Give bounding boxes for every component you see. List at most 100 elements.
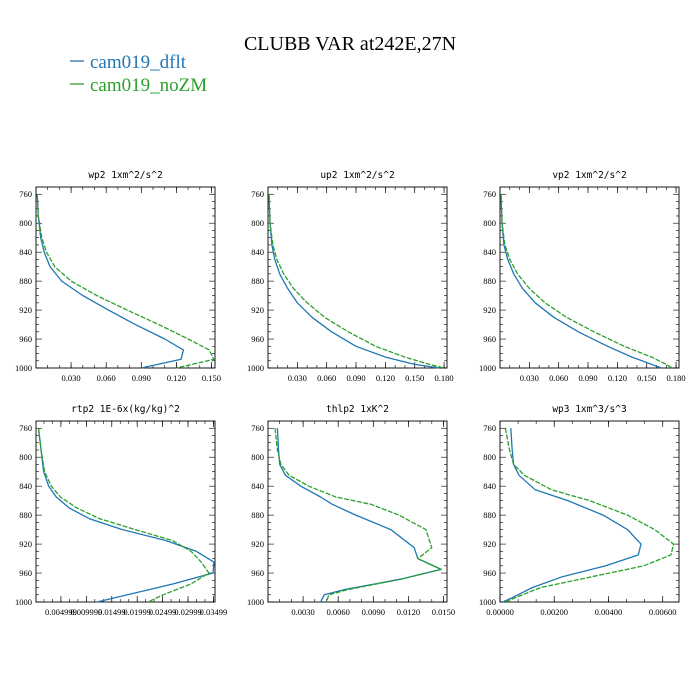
panel-2: up2 1xm^2/s^2 760 800 840 880 920 960 1000 0.030…: [247, 170, 454, 383]
x-tick-label: 0.180: [667, 373, 686, 383]
y-tick-label: 760: [483, 189, 496, 199]
x-tick-label: 0.090: [578, 373, 597, 383]
y-tick-label: 760: [251, 423, 264, 433]
y-tick-label: 880: [251, 510, 264, 520]
y-tick-label: 1000: [247, 363, 264, 373]
plot-frame: [499, 420, 680, 603]
x-tick-label: 0.120: [608, 373, 627, 383]
x-tick-label: 0.060: [97, 373, 116, 383]
x-tick-label: 0.120: [376, 373, 395, 383]
y-tick-label: 920: [251, 539, 264, 549]
y-tick-label: 760: [251, 189, 264, 199]
series-line-nozm: [268, 194, 445, 369]
y-tick-label: 840: [19, 481, 32, 491]
legend: cam019_dflt cam019_noZM: [70, 52, 207, 96]
x-tick-label: 0.0150: [432, 607, 455, 617]
y-tick-label: 800: [483, 452, 496, 462]
x-tick-label: 0.0030: [291, 607, 314, 617]
x-tick-label: 0.090: [346, 373, 365, 383]
x-tick-label: 0.0090: [362, 607, 385, 617]
y-tick-label: 960: [251, 568, 264, 578]
x-tick-label: 0.02499: [149, 607, 177, 617]
y-tick-label: 840: [483, 481, 496, 491]
series-line-dflt: [268, 194, 440, 369]
series-line-dflt: [37, 428, 215, 603]
y-tick-label: 1000: [15, 363, 32, 373]
y-tick-label: 1000: [15, 597, 32, 607]
y-tick-label: 920: [251, 305, 264, 315]
x-tick-label: 0.01999: [123, 607, 151, 617]
series-line-dflt: [502, 428, 642, 603]
panel-title: wp3 1xm^3/s^3: [552, 404, 626, 415]
series-line-nozm: [37, 428, 210, 603]
series-line-dflt: [500, 194, 662, 369]
series-line-dflt: [276, 428, 442, 603]
panels: wp2 1xm^2/s^2 760 800 840 880 920 960 1000 0.030…: [15, 170, 686, 617]
y-tick-label: 960: [483, 334, 496, 344]
y-tick-label: 800: [483, 218, 496, 228]
y-tick-label: 960: [251, 334, 264, 344]
x-tick-label: 0.004999: [45, 607, 77, 617]
x-tick-label: 0.150: [405, 373, 424, 383]
x-tick-label: 0.00000: [486, 607, 514, 617]
plot-frame: [267, 186, 448, 369]
y-tick-label: 920: [19, 305, 32, 315]
x-tick-label: 0.00400: [595, 607, 623, 617]
x-tick-label: 0.060: [549, 373, 568, 383]
panel-6: wp3 1xm^3/s^3 760 800 840 880 920 960 10000.000…: [479, 404, 680, 617]
y-tick-label: 880: [19, 276, 32, 286]
panel-5: thlp2 1xK^2 760 800 840 880 920 960 1000 0.0030 0…: [247, 404, 455, 617]
panel-title: thlp2 1xK^2: [326, 404, 389, 415]
legend-label-dflt: cam019_dflt: [90, 52, 187, 73]
y-tick-label: 840: [251, 481, 264, 491]
y-tick-label: 760: [19, 423, 32, 433]
x-tick-label: 0.00600: [649, 607, 677, 617]
panel-1: wp2 1xm^2/s^2 760 800 840 880 920 960 1000 0.030…: [15, 170, 221, 383]
series-line-nozm: [500, 194, 673, 369]
y-tick-label: 1000: [247, 597, 264, 607]
x-tick-label: 0.150: [202, 373, 221, 383]
panel-title: vp2 1xm^2/s^2: [552, 170, 626, 181]
x-tick-label: 0.01499: [98, 607, 126, 617]
x-tick-label: 0.03499: [200, 607, 228, 617]
x-tick-label: 0.02999: [174, 607, 202, 617]
x-tick-label: 0.00200: [540, 607, 568, 617]
y-tick-label: 920: [483, 305, 496, 315]
y-tick-label: 960: [19, 568, 32, 578]
y-tick-label: 880: [251, 276, 264, 286]
figure-title: CLUBB VAR at242E,27N: [244, 33, 456, 55]
y-tick-label: 920: [483, 539, 496, 549]
y-tick-label: 880: [483, 510, 496, 520]
y-tick-label: 920: [19, 539, 32, 549]
panel-4: rtp2 1E-6x(kg/kg)^2 760 800 840 880 920 960 100…: [15, 404, 227, 617]
plot-frame: [499, 186, 680, 369]
x-tick-label: 0.0060: [327, 607, 350, 617]
y-tick-label: 960: [19, 334, 32, 344]
y-tick-label: 960: [483, 568, 496, 578]
y-tick-label: 800: [19, 452, 32, 462]
y-tick-label: 800: [251, 452, 264, 462]
x-tick-label: 0.060: [317, 373, 336, 383]
x-tick-label: 0.030: [520, 373, 539, 383]
y-tick-label: 880: [483, 276, 496, 286]
panel-title: rtp2 1E-6x(kg/kg)^2: [71, 404, 180, 415]
x-tick-label: 0.030: [62, 373, 81, 383]
x-tick-label: 0.090: [132, 373, 151, 383]
x-tick-label: 0.120: [167, 373, 186, 383]
y-tick-label: 760: [483, 423, 496, 433]
series-line-dflt: [36, 194, 185, 369]
x-tick-label: 0.150: [637, 373, 656, 383]
y-tick-label: 800: [19, 218, 32, 228]
x-tick-label: 0.180: [435, 373, 454, 383]
plot-frame: [35, 186, 216, 369]
panel-title: wp2 1xm^2/s^2: [88, 170, 162, 181]
y-tick-label: 880: [19, 510, 32, 520]
plot-frame: [267, 420, 448, 603]
series-line-nozm: [36, 194, 215, 369]
legend-label-nozm: cam019_noZM: [90, 75, 207, 96]
x-tick-label: 0.0120: [397, 607, 420, 617]
y-tick-label: 1000: [479, 363, 496, 373]
y-tick-label: 1000: [479, 597, 496, 607]
panel-3: vp2 1xm^2/s^2 760 800 840 880 920 960 1000 0.030…: [479, 170, 686, 383]
